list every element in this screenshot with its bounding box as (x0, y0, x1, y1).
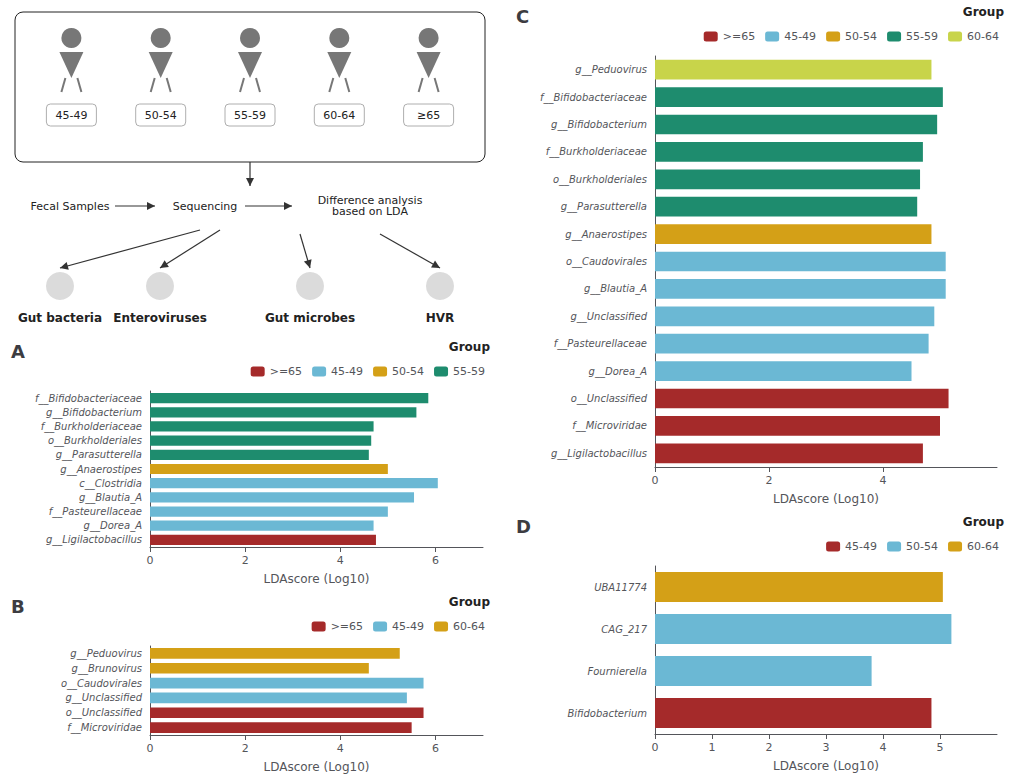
svg-text:Fecal Samples: Fecal Samples (31, 200, 110, 213)
svg-text:o__Burkholderiales: o__Burkholderiales (553, 174, 647, 186)
svg-text:g__Peduovirus: g__Peduovirus (575, 64, 647, 76)
svg-text:Gut microbes: Gut microbes (265, 311, 355, 325)
svg-text:g__Peduovirus: g__Peduovirus (70, 648, 142, 660)
svg-text:f__Bifidobacteriaceae: f__Bifidobacteriaceae (35, 393, 142, 405)
svg-text:c__Clostridia: c__Clostridia (79, 478, 142, 490)
svg-text:g__Blautia_A: g__Blautia_A (584, 283, 647, 295)
svg-text:A: A (11, 341, 25, 362)
svg-text:Group: Group (449, 595, 491, 609)
svg-text:f__Microviridae: f__Microviridae (572, 420, 647, 432)
svg-text:45-49: 45-49 (845, 540, 877, 553)
svg-text:50-54: 50-54 (906, 540, 938, 553)
svg-text:C: C (516, 6, 529, 27)
svg-text:3: 3 (823, 741, 830, 754)
svg-text:60-64: 60-64 (323, 109, 355, 122)
svg-text:60-64: 60-64 (967, 540, 999, 553)
svg-text:Gut bacteria: Gut bacteria (18, 311, 102, 325)
svg-text:>=65: >=65 (331, 620, 363, 633)
svg-text:55-59: 55-59 (906, 30, 938, 43)
svg-text:50-54: 50-54 (145, 109, 177, 122)
svg-text:g__Dorea_A: g__Dorea_A (84, 520, 143, 532)
svg-text:g__Bifidobacterium: g__Bifidobacterium (46, 407, 142, 419)
svg-text:based on LDA: based on LDA (332, 205, 408, 218)
svg-text:6: 6 (432, 554, 439, 567)
svg-text:Bifidobacterium: Bifidobacterium (567, 708, 647, 719)
svg-text:LDAscore (Log10): LDAscore (Log10) (773, 759, 879, 773)
svg-text:45-49: 45-49 (331, 365, 363, 378)
svg-text:g__Bifidobacterium: g__Bifidobacterium (551, 119, 647, 131)
svg-text:Enteroviruses: Enteroviruses (113, 311, 207, 325)
svg-text:>=65: >=65 (270, 365, 302, 378)
svg-text:4: 4 (880, 741, 887, 754)
svg-text:60-64: 60-64 (967, 30, 999, 43)
svg-text:Group: Group (963, 515, 1005, 529)
svg-text:HVR: HVR (426, 311, 455, 325)
svg-text:0: 0 (147, 742, 154, 755)
svg-text:50-54: 50-54 (845, 30, 877, 43)
svg-text:o__Caudovirales: o__Caudovirales (61, 678, 142, 690)
svg-text:f__Microviridae: f__Microviridae (67, 722, 142, 734)
svg-text:g__Blautia_A: g__Blautia_A (79, 492, 142, 504)
svg-text:45-49: 45-49 (784, 30, 816, 43)
svg-text:f__Burkholderiaceae: f__Burkholderiaceae (546, 146, 647, 158)
svg-text:50-54: 50-54 (392, 365, 424, 378)
svg-text:g__Parasutterella: g__Parasutterella (561, 201, 647, 213)
svg-text:f__Pasteurellaceae: f__Pasteurellaceae (554, 338, 647, 350)
svg-text:5: 5 (937, 741, 944, 754)
svg-text:Difference analysis: Difference analysis (317, 194, 423, 207)
svg-text:o__Burkholderiales: o__Burkholderiales (48, 435, 142, 447)
svg-text:g__Anaerostipes: g__Anaerostipes (565, 229, 647, 241)
svg-text:g__Ligilactobacillus: g__Ligilactobacillus (46, 534, 142, 546)
svg-text:0: 0 (652, 741, 659, 754)
svg-text:≥65: ≥65 (417, 109, 440, 122)
svg-text:>=65: >=65 (723, 30, 755, 43)
svg-text:Sequencing: Sequencing (173, 200, 238, 213)
svg-text:D: D (516, 516, 531, 537)
svg-text:f__Bifidobacteriaceae: f__Bifidobacteriaceae (540, 92, 647, 104)
svg-text:g__Ligilactobacillus: g__Ligilactobacillus (551, 448, 647, 460)
svg-text:60-64: 60-64 (453, 620, 485, 633)
svg-text:6: 6 (432, 742, 439, 755)
svg-text:0: 0 (147, 554, 154, 567)
svg-text:UBA11774: UBA11774 (594, 582, 647, 593)
svg-text:g__Anaerostipes: g__Anaerostipes (60, 464, 142, 476)
svg-text:LDAscore (Log10): LDAscore (Log10) (263, 572, 369, 586)
svg-text:B: B (11, 596, 25, 617)
svg-text:o__Unclassified: o__Unclassified (571, 393, 648, 405)
svg-text:g__Brunovirus: g__Brunovirus (72, 663, 142, 675)
svg-text:2: 2 (766, 741, 773, 754)
svg-text:Group: Group (449, 340, 491, 354)
svg-text:g__Dorea_A: g__Dorea_A (589, 366, 648, 378)
svg-text:g__Unclassified: g__Unclassified (65, 692, 142, 704)
svg-text:LDAscore (Log10): LDAscore (Log10) (773, 492, 879, 506)
svg-text:4: 4 (880, 474, 887, 487)
svg-text:f__Pasteurellaceae: f__Pasteurellaceae (49, 506, 142, 518)
svg-text:4: 4 (337, 554, 344, 567)
svg-text:55-59: 55-59 (234, 109, 266, 122)
svg-text:2: 2 (242, 742, 249, 755)
svg-text:Fournierella: Fournierella (587, 666, 647, 677)
svg-text:LDAscore (Log10): LDAscore (Log10) (263, 760, 369, 774)
svg-text:g__Parasutterella: g__Parasutterella (56, 449, 142, 461)
svg-text:CAG_217: CAG_217 (601, 624, 647, 636)
svg-text:2: 2 (242, 554, 249, 567)
svg-text:f__Burkholderiaceae: f__Burkholderiaceae (41, 421, 142, 433)
svg-text:g__Unclassified: g__Unclassified (570, 311, 647, 323)
svg-text:1: 1 (709, 741, 716, 754)
svg-text:o__Unclassified: o__Unclassified (66, 707, 143, 719)
svg-text:4: 4 (337, 742, 344, 755)
svg-text:Group: Group (963, 5, 1005, 19)
svg-text:45-49: 45-49 (55, 109, 87, 122)
svg-text:45-49: 45-49 (392, 620, 424, 633)
svg-text:o__Caudovirales: o__Caudovirales (566, 256, 647, 268)
svg-text:2: 2 (766, 474, 773, 487)
svg-text:55-59: 55-59 (453, 365, 485, 378)
svg-text:0: 0 (652, 474, 659, 487)
